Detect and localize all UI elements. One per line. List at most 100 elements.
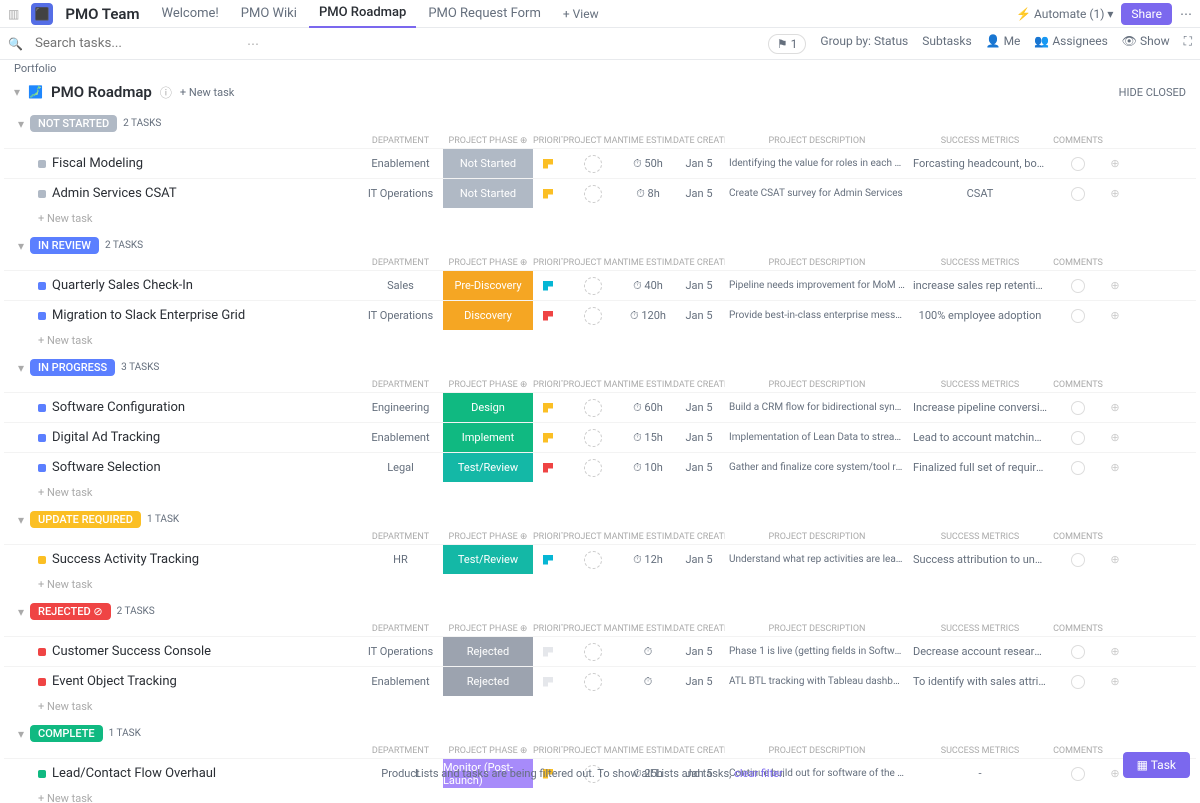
search-icon[interactable]: 🔍 bbox=[8, 37, 23, 51]
col-hdr[interactable]: TIME ESTIMATE bbox=[623, 380, 673, 390]
col-hdr[interactable]: PROJECT DESCRIPTION bbox=[725, 746, 909, 756]
col-hdr[interactable] bbox=[1105, 746, 1125, 756]
time-cell[interactable]: ⏱ 60h bbox=[623, 401, 673, 415]
col-hdr[interactable]: SUCCESS METRICS bbox=[909, 136, 1051, 146]
col-hdr[interactable] bbox=[38, 532, 358, 542]
add-col-icon[interactable]: ⊕ bbox=[1105, 431, 1125, 444]
flag-icon[interactable] bbox=[543, 403, 553, 413]
flag-icon[interactable] bbox=[543, 463, 553, 473]
col-hdr[interactable]: PROJECT MANAGER bbox=[563, 624, 623, 634]
col-hdr[interactable]: SUCCESS METRICS bbox=[909, 532, 1051, 542]
table-row[interactable]: Software Configuration Engineering Desig… bbox=[4, 392, 1196, 422]
assignee-avatar[interactable] bbox=[584, 551, 602, 569]
col-hdr[interactable]: COMMENTS bbox=[1051, 532, 1105, 542]
status-badge[interactable]: NOT STARTED bbox=[30, 115, 117, 132]
task-name[interactable]: Admin Services CSAT bbox=[52, 186, 177, 201]
time-cell[interactable]: ⏱ 8h bbox=[623, 187, 673, 201]
task-name[interactable]: Success Activity Tracking bbox=[52, 552, 199, 567]
phase-cell[interactable]: Not Started bbox=[443, 179, 533, 208]
col-hdr[interactable]: PRIORITY bbox=[533, 532, 563, 542]
col-hdr[interactable]: TIME ESTIMATE bbox=[623, 624, 673, 634]
new-task-row[interactable]: + New task bbox=[4, 330, 1196, 351]
col-hdr[interactable]: DATE CREATED bbox=[673, 136, 725, 146]
flag-icon[interactable] bbox=[543, 433, 553, 443]
desc-cell[interactable]: Gather and finalize core system/tool req… bbox=[725, 462, 909, 473]
col-hdr[interactable] bbox=[1105, 136, 1125, 146]
task-name[interactable]: Fiscal Modeling bbox=[52, 156, 143, 171]
col-hdr[interactable] bbox=[38, 380, 358, 390]
phase-cell[interactable]: Not Started bbox=[443, 149, 533, 178]
metric-cell[interactable]: Lead to account matching and handling of… bbox=[909, 431, 1051, 444]
phase-cell[interactable]: Design bbox=[443, 393, 533, 422]
col-hdr[interactable]: DEPARTMENT bbox=[358, 258, 443, 268]
share-button[interactable]: Share bbox=[1121, 3, 1172, 25]
comment-icon[interactable] bbox=[1071, 187, 1085, 201]
collapse-group-icon[interactable]: ▾ bbox=[18, 117, 24, 131]
metric-cell[interactable]: increase sales rep retention rates QoQ a… bbox=[909, 279, 1051, 292]
flag-icon[interactable] bbox=[543, 189, 553, 199]
col-hdr[interactable]: COMMENTS bbox=[1051, 380, 1105, 390]
col-hdr[interactable]: DATE CREATED bbox=[673, 380, 725, 390]
time-cell[interactable]: ⏱ 40h bbox=[623, 279, 673, 293]
metric-cell[interactable]: Finalized full set of requirements for V… bbox=[909, 461, 1051, 474]
col-hdr[interactable]: DEPARTMENT bbox=[358, 136, 443, 146]
col-hdr[interactable]: PROJECT DESCRIPTION bbox=[725, 136, 909, 146]
col-hdr[interactable]: PROJECT PHASE ⊕ bbox=[443, 532, 533, 542]
col-hdr[interactable]: DATE CREATED bbox=[673, 624, 725, 634]
assignee-avatar[interactable] bbox=[584, 459, 602, 477]
col-hdr[interactable]: TIME ESTIMATE bbox=[623, 532, 673, 542]
breadcrumb[interactable]: Portfolio bbox=[0, 60, 1200, 77]
col-hdr[interactable]: PRIORITY bbox=[533, 380, 563, 390]
task-name[interactable]: Event Object Tracking bbox=[52, 674, 177, 689]
phase-cell[interactable]: Implement bbox=[443, 423, 533, 452]
time-cell[interactable]: ⏱ 120h bbox=[623, 309, 673, 323]
phase-cell[interactable]: Test/Review bbox=[443, 453, 533, 482]
filter-pill[interactable]: ⚑ 1 bbox=[768, 34, 806, 54]
flag-icon[interactable] bbox=[543, 311, 553, 321]
status-badge[interactable]: UPDATE REQUIRED bbox=[30, 511, 141, 528]
time-cell[interactable]: ⏱ bbox=[623, 645, 673, 659]
add-col-icon[interactable]: ⊕ bbox=[1105, 645, 1125, 658]
dept-cell[interactable]: Legal bbox=[358, 461, 443, 474]
desc-cell[interactable]: ATL BTL tracking with Tableau dashboard … bbox=[725, 676, 909, 687]
dept-cell[interactable]: IT Operations bbox=[358, 645, 443, 658]
desc-cell[interactable]: Phase 1 is live (getting fields in Softw… bbox=[725, 646, 909, 657]
status-badge[interactable]: REJECTED ⊘ bbox=[30, 603, 111, 620]
desc-cell[interactable]: Create CSAT survey for Admin Services bbox=[725, 188, 909, 199]
col-hdr[interactable]: PROJECT DESCRIPTION bbox=[725, 624, 909, 634]
col-hdr[interactable]: PROJECT MANAGER bbox=[563, 380, 623, 390]
col-hdr[interactable]: DATE CREATED bbox=[673, 258, 725, 268]
flag-icon[interactable] bbox=[543, 677, 553, 687]
table-row[interactable]: Software Selection Legal Test/Review ⏱ 1… bbox=[4, 452, 1196, 482]
col-hdr[interactable]: TIME ESTIMATE bbox=[623, 746, 673, 756]
nav-icon[interactable]: ▥ bbox=[8, 7, 19, 21]
task-name[interactable]: Digital Ad Tracking bbox=[52, 430, 160, 445]
subtasks-toggle[interactable]: Subtasks bbox=[922, 34, 971, 54]
flag-icon[interactable] bbox=[543, 647, 553, 657]
comment-icon[interactable] bbox=[1071, 461, 1085, 475]
col-hdr[interactable] bbox=[38, 136, 358, 146]
new-task-row[interactable]: + New task bbox=[4, 574, 1196, 595]
col-hdr[interactable]: SUCCESS METRICS bbox=[909, 380, 1051, 390]
me-filter[interactable]: 👤 Me bbox=[986, 34, 1021, 54]
new-task-row[interactable]: + New task bbox=[4, 208, 1196, 229]
time-cell[interactable]: ⏱ 12h bbox=[623, 553, 673, 567]
table-row[interactable]: Success Activity Tracking HR Test/Review… bbox=[4, 544, 1196, 574]
phase-cell[interactable]: Rejected bbox=[443, 637, 533, 666]
comment-icon[interactable] bbox=[1071, 553, 1085, 567]
add-col-icon[interactable]: ⊕ bbox=[1105, 675, 1125, 688]
automate-button[interactable]: ⚡ Automate (1) ▾ bbox=[1016, 7, 1113, 21]
flag-icon[interactable] bbox=[543, 281, 553, 291]
tab-roadmap[interactable]: PMO Roadmap bbox=[309, 0, 416, 28]
dept-cell[interactable]: Engineering bbox=[358, 401, 443, 414]
collapse-group-icon[interactable]: ▾ bbox=[18, 239, 24, 253]
col-hdr[interactable]: PROJECT MANAGER bbox=[563, 532, 623, 542]
desc-cell[interactable]: Implementation of Lean Data to streamlin… bbox=[725, 432, 909, 443]
new-task-row[interactable]: + New task bbox=[4, 788, 1196, 803]
comment-icon[interactable] bbox=[1071, 401, 1085, 415]
info-icon[interactable]: ⓘ bbox=[160, 84, 172, 101]
phase-cell[interactable]: Discovery bbox=[443, 301, 533, 330]
dept-cell[interactable]: HR bbox=[358, 553, 443, 566]
col-hdr[interactable]: SUCCESS METRICS bbox=[909, 624, 1051, 634]
assignee-avatar[interactable] bbox=[584, 673, 602, 691]
